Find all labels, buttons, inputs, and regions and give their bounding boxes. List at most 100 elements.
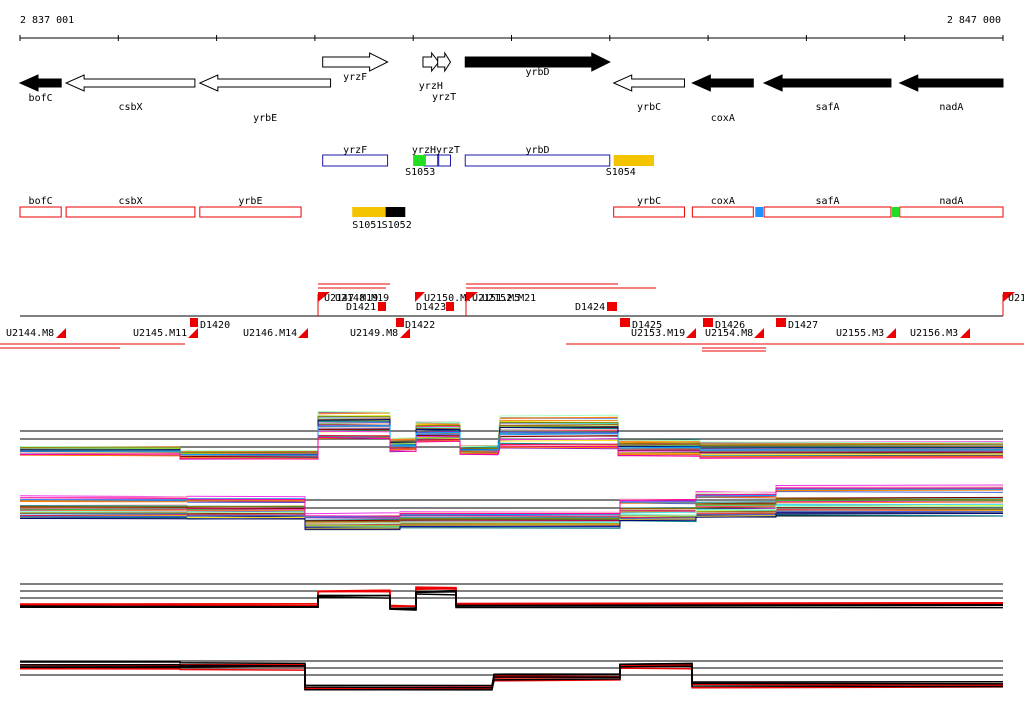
plus-mark-label: S1053 (405, 167, 435, 178)
minus-box-yrbE[interactable] (199, 206, 302, 218)
plus-mark-S1053[interactable] (413, 155, 426, 166)
minus-mark[interactable] (891, 207, 900, 217)
ruler-end-label: 2 847 000 (947, 15, 1001, 26)
gene-arrow-yrbC[interactable] (612, 74, 685, 92)
transcription-unit-track: U2147.M19 U2148.M19 U2150.M... U2151.M5 … (0, 283, 1024, 352)
expression-profile-panel-4 (19, 660, 1004, 691)
tu-label: U2145.M11 (133, 328, 187, 339)
breakpoint-label: D1424 (575, 302, 605, 313)
minus-box-yrbC[interactable] (613, 206, 685, 218)
tu-label: U2150.M... (424, 293, 484, 304)
ruler-start-label: 2 837 001 (20, 15, 74, 26)
gene-label-safA: safA (815, 102, 839, 113)
profile-curve (19, 425, 1004, 456)
gene-label-csbX: csbX (118, 102, 142, 113)
minus-mark[interactable] (352, 207, 386, 217)
tu-label: U2154.M8 (705, 328, 753, 339)
plus-box-yrzT[interactable] (437, 154, 451, 167)
tu-label: U2153.M19 (631, 328, 685, 339)
gene-label-yrzF: yrzF (343, 72, 367, 83)
breakpoint-label: D1426 (715, 320, 745, 331)
minus-label-yrbC: yrbC (637, 196, 661, 207)
tu-label: U21 (1008, 293, 1024, 304)
gene-label-nadA: nadA (939, 102, 963, 113)
tu-label: U2152.M21 (482, 293, 536, 304)
minus-box-bofC[interactable] (19, 206, 62, 218)
plus-box-yrzF[interactable] (322, 154, 389, 167)
breakpoint-label: D1421 (346, 302, 376, 313)
overlapping-gene-label: yrzHyrzT (412, 145, 460, 156)
minus-mark-label: S1052 (382, 220, 412, 231)
profile-curve (19, 498, 1004, 523)
profile-curve (19, 510, 1004, 528)
profile-curve (19, 589, 1004, 610)
gene-label-yrbE: yrbE (253, 113, 277, 124)
minus-label-nadA: nadA (939, 196, 963, 207)
minus-label-csbX: csbX (118, 196, 142, 207)
plus-box-yrbD[interactable] (464, 154, 611, 167)
gene-label-yrbC: yrbC (637, 102, 661, 113)
tu-label: U2151.M5 (472, 293, 520, 304)
gene-arrow-yrzH[interactable] (422, 51, 440, 73)
expression-profile-panel-1 (19, 410, 1004, 460)
minus-box-csbX[interactable] (65, 206, 196, 218)
profile-curve (19, 437, 1004, 459)
tu-label: U2155.M3 (836, 328, 884, 339)
gene-arrow-bofC[interactable] (18, 74, 62, 92)
breakpoint-label: D1425 (632, 320, 662, 331)
gene-label-coxA: coxA (711, 113, 735, 124)
profile-curve (19, 513, 1004, 530)
profile-curve (19, 510, 1004, 530)
gene-label-bofC: bofC (29, 93, 53, 104)
plus-box-yrzH[interactable] (423, 154, 440, 167)
gene-label-yrzT: yrzT (432, 92, 456, 103)
breakpoint-label: D1427 (788, 320, 818, 331)
tu-label: U2149.M8 (350, 328, 398, 339)
coordinate-ruler: 2 837 001 2 847 000 (19, 15, 1004, 41)
gene-arrow-yrzF[interactable] (322, 52, 389, 72)
profile-curve (19, 506, 1004, 526)
profile-curve (19, 425, 1004, 457)
profile-curve (19, 436, 1004, 460)
gene-arrow-yrbE[interactable] (198, 74, 332, 92)
breakpoint-label: D1420 (200, 320, 230, 331)
profile-curve (19, 487, 1003, 517)
gene-arrow-track: bofC csbX yrbE yrzF yrzHyrzT yrbD yrbC coxA safA… (18, 51, 1004, 124)
gene-arrow-coxA[interactable] (691, 74, 754, 92)
minus-mark[interactable] (755, 207, 764, 217)
breakpoint-label: D1422 (405, 320, 435, 331)
expression-profile-panel-2 (19, 484, 1004, 531)
plus-label-yrzF: yrzF (343, 145, 367, 156)
minus-box-nadA[interactable] (899, 206, 1004, 218)
profile-curve (19, 418, 1004, 453)
tu-label: U2146.M14 (243, 328, 297, 339)
tu-label: U2144.M8 (6, 328, 54, 339)
gene-label-yrbD: yrbD (525, 67, 549, 78)
gene-arrow-yrbD[interactable] (464, 52, 611, 72)
minus-box-safA[interactable] (763, 206, 892, 218)
profile-curve (20, 505, 1004, 525)
profile-curve (19, 488, 1004, 518)
gene-label-yrzH: yrzH (419, 81, 443, 92)
minus-label-safA: safA (815, 196, 839, 207)
gene-arrow-csbX[interactable] (64, 74, 196, 92)
gene-arrow-safA[interactable] (762, 74, 892, 92)
minus-label-coxA: coxA (711, 196, 735, 207)
plus-mark-S1054[interactable] (613, 155, 655, 166)
minus-mark[interactable] (385, 207, 406, 217)
plus-label-yrbD: yrbD (525, 145, 549, 156)
minus-mark-label: S1051 (352, 220, 382, 231)
gene-arrow-yrzT[interactable] (437, 51, 452, 73)
plus-mark-label: S1054 (606, 167, 636, 178)
minus-box-coxA[interactable] (691, 206, 754, 218)
expression-profile-panel-3 (19, 583, 1004, 611)
gene-arrow-nadA[interactable] (898, 74, 1004, 92)
profile-curve (20, 661, 1004, 687)
breakpoint-label: D1423 (416, 302, 446, 313)
tu-label: U2148.M19 (335, 293, 389, 304)
plus-strand-track: yrzF yrbD S1053 S1054 yrzHyrzT (322, 145, 655, 178)
tu-label: U2147.M19 (324, 293, 378, 304)
profile-curve (19, 501, 1004, 524)
profile-curve (20, 415, 1004, 454)
